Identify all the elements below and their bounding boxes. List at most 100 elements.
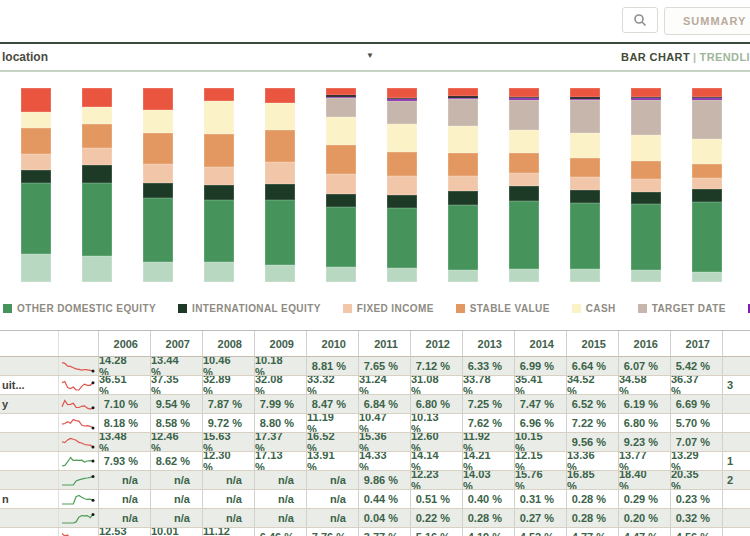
bar-segment[interactable] — [448, 176, 478, 191]
bar-segment[interactable] — [265, 184, 295, 200]
bar-segment[interactable] — [21, 170, 51, 184]
bar-segment[interactable] — [204, 185, 234, 201]
bar-segment[interactable] — [143, 164, 173, 183]
bar-segment[interactable] — [204, 134, 234, 168]
bar-segment[interactable] — [509, 130, 539, 153]
bar-2010[interactable] — [265, 88, 295, 282]
bar-segment[interactable] — [326, 194, 356, 207]
bar-2006[interactable] — [21, 88, 51, 282]
bar-2015[interactable] — [570, 88, 600, 282]
bar-segment[interactable] — [21, 112, 51, 127]
bar-segment[interactable] — [21, 128, 51, 154]
legend-item[interactable]: OTHER DOMESTIC EQUITY — [3, 303, 156, 314]
bar-segment[interactable] — [509, 186, 539, 200]
bar-segment[interactable] — [387, 208, 417, 268]
bar-segment[interactable] — [692, 202, 722, 272]
bar-segment[interactable] — [265, 103, 295, 130]
bar-2008[interactable] — [143, 88, 173, 282]
bar-segment[interactable] — [631, 192, 661, 204]
bar-segment[interactable] — [631, 179, 661, 192]
bar-segment[interactable] — [326, 174, 356, 194]
bar-segment[interactable] — [570, 158, 600, 176]
bar-segment[interactable] — [143, 110, 173, 134]
bar-segment[interactable] — [387, 268, 417, 282]
bar-segment[interactable] — [143, 133, 173, 163]
bar-segment[interactable] — [631, 88, 661, 97]
bar-segment[interactable] — [326, 98, 356, 117]
bar-segment[interactable] — [631, 100, 661, 135]
bar-segment[interactable] — [204, 101, 234, 134]
bar-segment[interactable] — [82, 256, 112, 282]
bar-segment[interactable] — [326, 145, 356, 174]
legend-item[interactable]: FIXED INCOME — [343, 303, 434, 314]
bar-2013[interactable] — [448, 88, 478, 282]
bar-segment[interactable] — [387, 101, 417, 125]
bar-segment[interactable] — [21, 154, 51, 170]
bar-segment[interactable] — [509, 100, 539, 130]
bar-segment[interactable] — [326, 267, 356, 282]
bar-segment[interactable] — [143, 198, 173, 262]
chevron-down-icon[interactable]: ▼ — [366, 51, 374, 60]
bar-segment[interactable] — [265, 265, 295, 282]
bar-segment[interactable] — [387, 195, 417, 208]
bar-segment[interactable] — [692, 164, 722, 178]
bar-segment[interactable] — [448, 191, 478, 205]
bar-2012[interactable] — [387, 88, 417, 282]
bar-segment[interactable] — [448, 126, 478, 153]
legend-item[interactable]: STABLE VALUE — [456, 303, 550, 314]
bar-segment[interactable] — [570, 190, 600, 203]
bar-segment[interactable] — [631, 161, 661, 179]
bar-segment[interactable] — [631, 135, 661, 161]
legend-item[interactable]: TARGET DATE — [638, 303, 726, 314]
bar-segment[interactable] — [204, 200, 234, 262]
bar-segment[interactable] — [82, 183, 112, 255]
bar-segment[interactable] — [204, 262, 234, 282]
bar-segment[interactable] — [570, 88, 600, 97]
bar-segment[interactable] — [82, 165, 112, 184]
bar-segment[interactable] — [692, 100, 722, 139]
bar-segment[interactable] — [143, 262, 173, 282]
summary-chart-button[interactable]: SUMMARY CHART — [664, 7, 750, 35]
bar-segment[interactable] — [82, 124, 112, 148]
bar-segment[interactable] — [448, 270, 478, 282]
bar-segment[interactable] — [204, 167, 234, 184]
bar-2009[interactable] — [204, 88, 234, 282]
bar-segment[interactable] — [692, 139, 722, 165]
bar-segment[interactable] — [21, 254, 51, 282]
bar-segment[interactable] — [82, 148, 112, 165]
bar-segment[interactable] — [448, 99, 478, 126]
bar-segment[interactable] — [387, 88, 417, 98]
bar-2011[interactable] — [326, 88, 356, 282]
bar-2007[interactable] — [82, 88, 112, 282]
bar-segment[interactable] — [509, 173, 539, 186]
bar-segment[interactable] — [265, 130, 295, 162]
bar-segment[interactable] — [692, 88, 722, 97]
bar-segment[interactable] — [509, 153, 539, 173]
bar-segment[interactable] — [448, 205, 478, 270]
bar-segment[interactable] — [326, 117, 356, 145]
bar-segment[interactable] — [570, 100, 600, 132]
tab-trendline[interactable]: TRENDLI — [700, 51, 750, 63]
bar-2017[interactable] — [692, 88, 722, 282]
bar-segment[interactable] — [570, 203, 600, 269]
bar-segment[interactable] — [21, 88, 51, 112]
bar-segment[interactable] — [692, 189, 722, 202]
legend-item[interactable]: CASH — [572, 303, 616, 314]
bar-segment[interactable] — [509, 201, 539, 269]
bar-segment[interactable] — [631, 270, 661, 282]
bar-segment[interactable] — [82, 107, 112, 124]
bar-segment[interactable] — [143, 88, 173, 110]
bar-segment[interactable] — [21, 183, 51, 254]
bar-segment[interactable] — [326, 88, 356, 95]
legend-item[interactable]: INTERNATIONAL EQUITY — [178, 303, 321, 314]
bar-segment[interactable] — [631, 204, 661, 270]
bar-2016[interactable] — [631, 88, 661, 282]
bar-segment[interactable] — [387, 176, 417, 195]
bar-segment[interactable] — [692, 272, 722, 282]
bar-segment[interactable] — [570, 133, 600, 159]
bar-segment[interactable] — [265, 162, 295, 184]
tab-bar-chart[interactable]: BAR CHART — [621, 51, 690, 63]
bar-segment[interactable] — [509, 88, 539, 97]
bar-segment[interactable] — [143, 183, 173, 198]
bar-2014[interactable] — [509, 88, 539, 282]
